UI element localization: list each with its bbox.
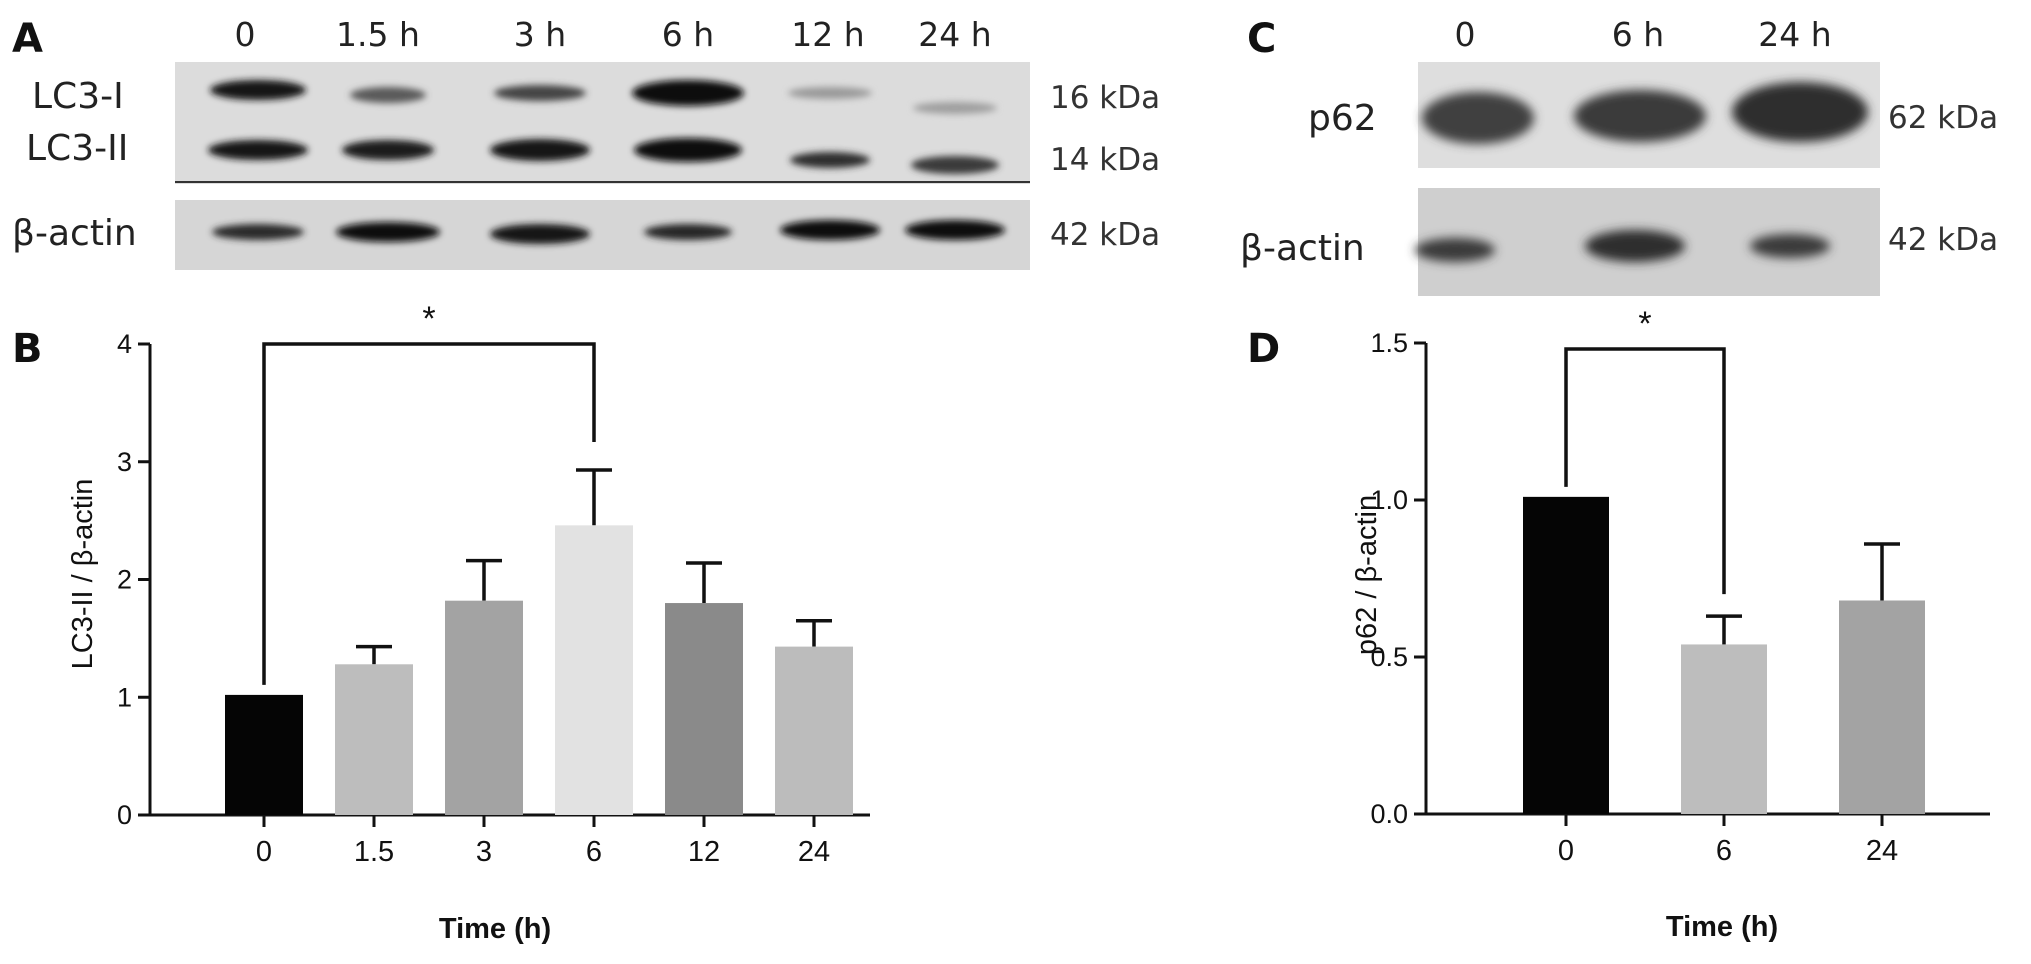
blot-c-row-label-beta-actin: β-actin xyxy=(1240,228,1365,269)
blot-a-row-label-lc3-ii: LC3-II xyxy=(26,128,128,169)
blot-a-weight-label: 16 kDa xyxy=(1050,80,1160,116)
chart-d-bar-0 xyxy=(1523,496,1609,814)
blot-band xyxy=(490,224,590,244)
blot-band xyxy=(788,87,872,99)
blot-c-row-label-p62: p62 xyxy=(1308,98,1377,139)
blot-c: 0 6 h 24 h p62 β-actin 62 kDa 42 kDa xyxy=(1240,15,1998,296)
chart-d-bar-6 xyxy=(1681,644,1767,814)
chart-d-y-tick-label: 0.5 xyxy=(1370,642,1408,672)
blot-a-lane-label: 6 h xyxy=(662,15,714,54)
blot-band xyxy=(490,139,590,161)
chart-d-bar-24 xyxy=(1839,600,1925,814)
chart-b-y-axis-title: LC3-II / β-actin xyxy=(67,479,99,670)
chart-b-y-tick-label: 2 xyxy=(117,565,132,595)
blot-c-weight-label: 42 kDa xyxy=(1888,222,1998,258)
blot-band xyxy=(1585,230,1685,262)
chart-d-y-axis-title: p62 / β-actin xyxy=(1351,495,1383,655)
chart-b-significance-label: * xyxy=(422,300,435,338)
chart-b-significance-bracket xyxy=(262,342,596,685)
blot-a-membrane-actin xyxy=(175,200,1030,270)
blot-c-lane-label: 6 h xyxy=(1612,15,1664,54)
chart-b-bars xyxy=(225,468,853,815)
chart-b-x-tick-label: 24 xyxy=(798,836,830,868)
chart-b-bar-0 xyxy=(225,694,303,815)
chart-b-bar-3 xyxy=(445,600,523,815)
blot-band xyxy=(790,152,870,168)
chart-d-y-tick-label: 0.0 xyxy=(1370,799,1408,829)
blot-band xyxy=(905,220,1005,240)
panel-label-b: B xyxy=(12,326,43,372)
chart-b-x-tick-label: 0 xyxy=(256,836,272,868)
chart-b-bar-6 xyxy=(555,525,633,815)
chart-d: p62 / β-actin Time (h) 0.0 0.5 1.0 1.5 0 6 24… xyxy=(1351,305,1990,943)
blot-c-lane-label: 0 xyxy=(1455,15,1476,54)
blot-c-weight-label: 62 kDa xyxy=(1888,100,1998,136)
blot-band xyxy=(208,140,308,160)
chart-d-y-tick-label: 1.0 xyxy=(1370,485,1408,515)
blot-band xyxy=(632,80,744,106)
chart-b-x-tick-label: 6 xyxy=(586,836,602,868)
chart-b-y-tick-label: 0 xyxy=(117,800,132,830)
chart-d-bars xyxy=(1523,496,1925,814)
blot-a-weight-label: 42 kDa xyxy=(1050,217,1160,253)
blot-a: 0 1.5 h 3 h 6 h 12 h 24 h LC3-I LC3-II β… xyxy=(12,15,1160,270)
chart-b-y-tick-label: 3 xyxy=(117,447,132,477)
blot-a-membrane-lc3 xyxy=(175,62,1030,184)
blot-a-lane-label: 12 h xyxy=(791,15,864,54)
chart-b-y-tick-label: 4 xyxy=(117,329,132,359)
blot-band xyxy=(494,85,586,101)
blot-band xyxy=(350,87,426,103)
blot-a-row-label-beta-actin: β-actin xyxy=(12,213,137,254)
chart-b-bar-24 xyxy=(775,646,853,815)
blot-band xyxy=(1415,238,1495,262)
blot-band xyxy=(911,156,999,174)
blot-band xyxy=(634,138,742,162)
blot-band xyxy=(644,224,732,240)
blot-a-weight-label: 14 kDa xyxy=(1050,142,1160,178)
chart-d-significance-bracket xyxy=(1564,347,1726,595)
chart-d-y-tick-label: 1.5 xyxy=(1370,328,1408,358)
panel-label-c: C xyxy=(1247,16,1276,62)
blot-band xyxy=(1422,92,1534,144)
chart-b-x-tick-labels: 0 1.5 3 6 12 24 xyxy=(256,836,830,868)
chart-d-x-tick-labels: 0 6 24 xyxy=(1558,835,1898,867)
blot-band xyxy=(780,220,880,240)
blot-band xyxy=(336,222,440,242)
chart-d-significance-label: * xyxy=(1638,305,1651,343)
chart-b-x-axis-title: Time (h) xyxy=(439,913,551,945)
blot-a-lane-label: 0 xyxy=(235,15,256,54)
chart-b-x-tick-label: 1.5 xyxy=(354,836,394,868)
blot-c-lane-label: 24 h xyxy=(1758,15,1831,54)
blot-a-lane-label: 24 h xyxy=(918,15,991,54)
blot-a-lane-label: 1.5 h xyxy=(336,15,420,54)
blot-band xyxy=(212,224,304,240)
blot-band xyxy=(1574,90,1706,142)
chart-d-significance: * xyxy=(1564,305,1726,595)
blot-a-row-label-lc3-i: LC3-I xyxy=(32,76,124,117)
chart-b-bar-1.5 xyxy=(335,664,413,815)
panel-label-a: A xyxy=(12,16,43,62)
blot-band xyxy=(1732,82,1868,142)
chart-d-x-tick-label: 24 xyxy=(1866,835,1898,867)
blot-band xyxy=(342,140,434,160)
blot-band xyxy=(913,102,997,114)
chart-d-x-axis-title: Time (h) xyxy=(1666,911,1778,943)
panel-label-d: D xyxy=(1247,326,1280,372)
chart-b-y-tick-label: 1 xyxy=(117,682,132,712)
blot-band xyxy=(210,80,306,100)
chart-d-x-tick-label: 6 xyxy=(1716,835,1732,867)
blot-band xyxy=(1750,234,1830,258)
chart-b-bar-12 xyxy=(665,603,743,815)
chart-b-x-tick-label: 3 xyxy=(476,836,492,868)
chart-d-x-tick-label: 0 xyxy=(1558,835,1574,867)
chart-b-significance: * xyxy=(262,300,596,685)
blot-a-lane-label: 3 h xyxy=(514,15,566,54)
chart-b-x-tick-label: 12 xyxy=(688,836,720,868)
